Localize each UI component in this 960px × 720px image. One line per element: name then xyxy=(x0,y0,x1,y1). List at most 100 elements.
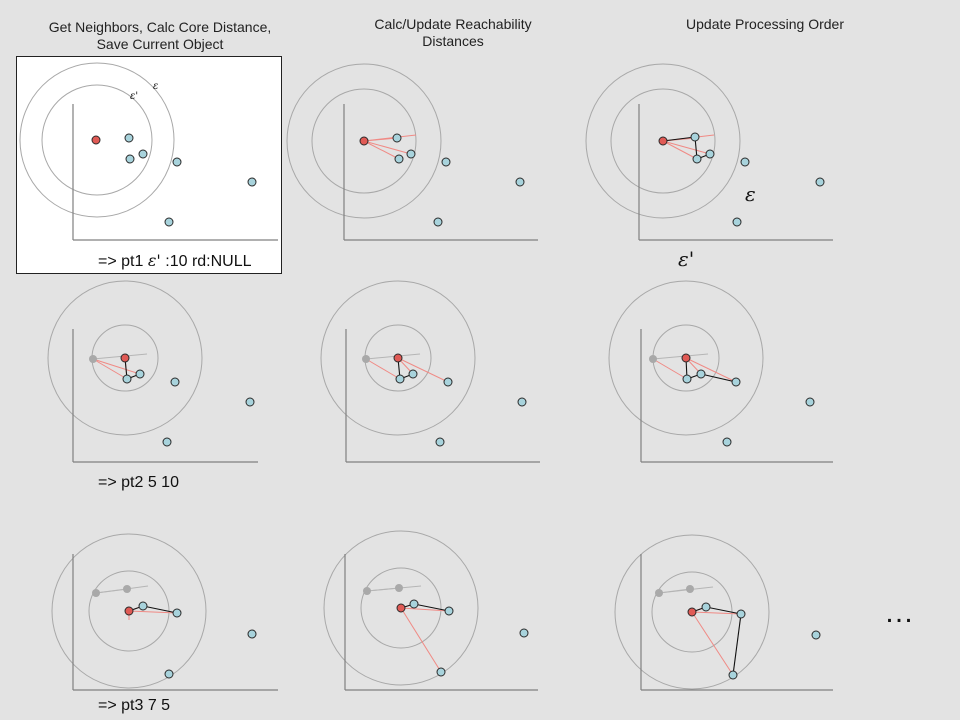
r1c1-current-point-0 xyxy=(91,135,101,145)
r1c3-neighbor-point-2 xyxy=(692,154,702,164)
r3c2-epsilon-circle xyxy=(323,530,479,686)
r3c3-reach-line-2 xyxy=(691,611,734,676)
r2c3-neighbor-point-2 xyxy=(682,374,692,384)
r3c1-neighbor-point-6 xyxy=(164,669,174,679)
r2c1-neighbor-point-5 xyxy=(245,397,255,407)
r2c2-neighbor-point-3 xyxy=(408,369,418,379)
r1c2-epsilon-circle xyxy=(286,63,442,219)
r2c3-epsilon-circle xyxy=(608,280,764,436)
continuation-ellipsis: … xyxy=(884,596,914,629)
r1c3-neighbor-point-3 xyxy=(705,149,715,159)
r1c2-neighbor-point-6 xyxy=(433,217,443,227)
r2c3-current-point-1 xyxy=(681,353,691,363)
r1c1-neighbor-point-2 xyxy=(125,154,135,164)
r1c2-neighbor-point-4 xyxy=(441,157,451,167)
r2c2-reach-line-1 xyxy=(397,357,449,383)
column-title-3-line1: Update Processing Order xyxy=(686,16,844,32)
r2c1-neighbor-point-4 xyxy=(170,377,180,387)
column-title-3: Update Processing Order xyxy=(655,16,875,33)
r2c1-processed-line-0 xyxy=(92,353,148,360)
r2c2-current-point-1 xyxy=(393,353,403,363)
r3c3-processed-point-1 xyxy=(686,585,694,593)
r1c1-neighbor-point-3 xyxy=(138,149,148,159)
r2c2-neighbor-point-6 xyxy=(435,437,445,447)
r3c2-order-line-1 xyxy=(413,603,450,612)
r3c1-processed-line-1 xyxy=(95,588,129,594)
row-label-3-text: => pt3 7 5 xyxy=(98,697,170,714)
r2c2-processed-line-0 xyxy=(365,353,421,360)
r1c2-current-point-0 xyxy=(359,136,369,146)
column-title-2-line1: Calc/Update Reachability xyxy=(374,16,532,32)
r2c3-processed-point-0 xyxy=(649,355,657,363)
r2c3-reach-line-1 xyxy=(685,357,737,383)
r2c3-order-line-2 xyxy=(700,373,737,383)
r2c3-neighbor-point-5 xyxy=(805,397,815,407)
r3c3-order-line-2 xyxy=(732,613,742,676)
r3c2-reach-line-1 xyxy=(400,607,450,612)
r2c2-neighbor-point-4 xyxy=(443,377,453,387)
r3c3-processed-point-0 xyxy=(655,589,663,597)
r3c1-neighbor-point-3 xyxy=(138,601,148,611)
row-label-1-prefix: => pt1 xyxy=(98,253,148,270)
r3c2-neighbor-point-4 xyxy=(444,606,454,616)
r1c2-reach-line-2 xyxy=(363,140,412,155)
r1c2-neighbor-point-2 xyxy=(394,154,404,164)
column-title-1-line1: Get Neighbors, Calc Core Distance, xyxy=(48,19,272,35)
r1c3-epsilon-circle xyxy=(585,63,741,219)
r1c2-neighbor-point-3 xyxy=(406,149,416,159)
r3c2-neighbor-point-5 xyxy=(519,628,529,638)
r3c1-epsilon-circle xyxy=(51,533,207,689)
r3c1-neighbor-point-5 xyxy=(247,629,257,639)
r2c2-neighbor-point-2 xyxy=(395,374,405,384)
r2c1-neighbor-point-6 xyxy=(162,437,172,447)
r3c3-order-line-1 xyxy=(705,606,742,615)
r3c2-neighbor-point-3 xyxy=(409,599,419,609)
r2c2-epsilon-circle xyxy=(320,280,476,436)
r2c2-processed-point-0 xyxy=(362,355,370,363)
r3c3-reach-line-1 xyxy=(691,611,742,615)
r1c3-reach-line-1 xyxy=(662,140,698,160)
r2c1-reach-line-0 xyxy=(92,358,128,380)
row-label-1: => pt1 ε' :10 rd:NULL xyxy=(98,251,252,270)
r3c1-neighbor-point-4 xyxy=(172,608,182,618)
r3c1-current-point-2 xyxy=(124,606,134,616)
r2c3-reach-line-0 xyxy=(652,358,688,380)
r3c1-order-line-1 xyxy=(142,605,178,614)
r3c1-reach-line-1 xyxy=(128,610,178,614)
r3c1-processed-point-0 xyxy=(92,589,100,597)
r3c2-processed-line-1 xyxy=(366,587,400,592)
r1c1-neighbor-point-6 xyxy=(164,217,174,227)
r3c2-core-circle xyxy=(360,567,442,649)
panel-epsilon-label: ε xyxy=(153,81,158,92)
r1c2-neighbor-point-5 xyxy=(515,177,525,187)
r3c3-neighbor-point-4 xyxy=(736,609,746,619)
r1c1-neighbor-point-4 xyxy=(172,157,182,167)
row-label-1-symbol: ε' xyxy=(148,251,161,270)
r2c1-processed-point-0 xyxy=(89,355,97,363)
r1c1-neighbor-point-1 xyxy=(124,133,134,143)
row-label-2-text: => pt2 5 10 xyxy=(98,474,179,491)
r1c2-neighbor-point-1 xyxy=(392,133,402,143)
r1c3-order-line-0 xyxy=(662,136,696,142)
r3c1-processed-point-1 xyxy=(123,585,131,593)
highlight-panel-background xyxy=(16,56,282,274)
r2c1-current-point-1 xyxy=(120,353,130,363)
r3c3-current-point-2 xyxy=(687,607,697,617)
r2c3-processed-line-0 xyxy=(652,353,709,360)
r2c1-reach-line-1 xyxy=(92,358,141,375)
r2c1-neighbor-point-2 xyxy=(122,374,132,384)
row-label-3: => pt3 7 5 xyxy=(98,697,170,714)
r2c3-neighbor-point-6 xyxy=(722,437,732,447)
legend-epsilon: ε xyxy=(745,182,756,206)
r3c2-current-point-2 xyxy=(396,603,406,613)
r3c2-reach-line-2 xyxy=(400,607,442,673)
r1c2-reach-line-1 xyxy=(363,140,400,160)
r1c3-neighbor-point-6 xyxy=(732,217,742,227)
r3c3-processed-line-1 xyxy=(658,588,691,594)
r2c1-epsilon-circle xyxy=(47,280,203,436)
r3c2-neighbor-point-6 xyxy=(436,667,446,677)
r1c3-reach-line-2 xyxy=(662,140,711,155)
r1c1-core-circle xyxy=(41,84,153,196)
panel-epsilon-prime-label: ε' xyxy=(130,91,138,102)
